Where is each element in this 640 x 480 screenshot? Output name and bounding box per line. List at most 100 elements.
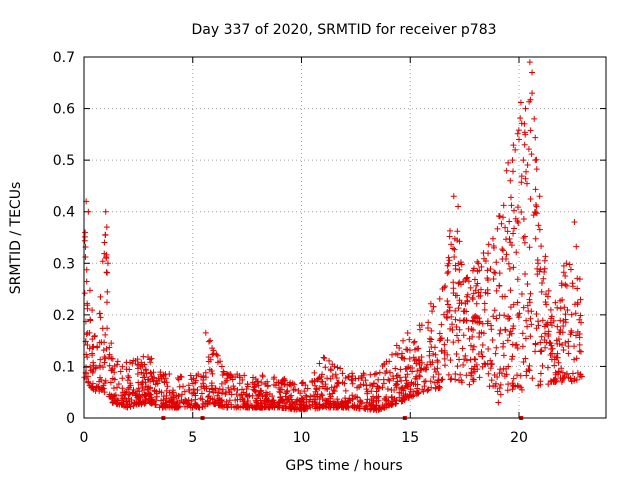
data-point <box>371 371 378 378</box>
data-point <box>555 369 562 376</box>
data-point <box>362 403 369 410</box>
data-point <box>129 390 136 397</box>
data-point <box>576 341 583 348</box>
data-point <box>576 316 583 323</box>
data-point <box>527 96 534 103</box>
data-point <box>432 351 439 358</box>
data-point <box>514 372 521 379</box>
data-point <box>465 278 472 285</box>
data-point <box>557 327 564 334</box>
data-point <box>158 389 165 396</box>
data-point <box>507 304 514 311</box>
data-point <box>426 348 433 355</box>
data-point <box>535 222 542 229</box>
data-point <box>415 345 422 352</box>
data-point <box>129 360 136 367</box>
data-point <box>450 193 457 200</box>
data-point <box>440 311 447 318</box>
data-point <box>141 361 148 368</box>
data-point <box>508 202 515 209</box>
data-point <box>100 347 107 354</box>
data-point <box>547 306 554 313</box>
data-point <box>517 99 524 106</box>
data-point <box>187 372 194 379</box>
data-point <box>497 327 504 334</box>
data-point <box>538 347 545 354</box>
data-point <box>416 359 423 366</box>
data-point <box>456 266 463 273</box>
data-point <box>549 345 556 352</box>
data-point <box>497 381 504 388</box>
data-point <box>485 250 492 257</box>
data-point <box>529 69 536 76</box>
data-point <box>521 141 528 148</box>
data-point <box>406 347 413 354</box>
data-point <box>521 233 528 240</box>
data-point <box>496 312 503 319</box>
data-point <box>577 312 584 319</box>
data-point <box>145 390 152 397</box>
data-point <box>145 354 152 361</box>
data-point <box>373 388 380 395</box>
data-point <box>514 299 521 306</box>
data-point <box>232 397 239 404</box>
plot-frame <box>83 56 607 419</box>
data-point <box>119 363 126 370</box>
data-point <box>444 298 451 305</box>
data-point <box>119 385 126 392</box>
data-point <box>461 317 468 324</box>
data-point <box>541 265 548 272</box>
data-point <box>114 358 121 365</box>
data-point <box>466 381 473 388</box>
data-point <box>494 225 501 232</box>
data-point <box>455 280 462 287</box>
data-point <box>398 386 405 393</box>
data-point <box>206 388 213 395</box>
data-point <box>446 257 453 264</box>
data-point <box>573 355 580 362</box>
data-point <box>319 392 326 399</box>
data-point <box>103 269 110 276</box>
data-point <box>524 323 531 330</box>
data-point <box>202 329 209 336</box>
data-point <box>488 326 495 333</box>
data-point <box>90 359 97 366</box>
data-point <box>371 380 378 387</box>
data-point <box>571 356 578 363</box>
data-point <box>470 327 477 334</box>
data-point <box>218 380 225 387</box>
data-point <box>138 369 145 376</box>
data-point <box>145 376 152 383</box>
data-point <box>512 146 519 153</box>
data-point <box>484 267 491 274</box>
data-point <box>470 290 477 297</box>
data-point <box>343 403 350 410</box>
data-point <box>500 214 507 221</box>
data-point <box>428 336 435 343</box>
data-point <box>515 314 522 321</box>
data-point <box>550 317 557 324</box>
data-point <box>478 329 485 336</box>
data-point <box>84 373 91 380</box>
data-point <box>311 382 318 389</box>
data-point <box>275 384 282 391</box>
data-point <box>152 401 159 408</box>
data-point <box>532 341 539 348</box>
data-point <box>452 371 459 378</box>
data-point <box>488 377 495 384</box>
data-point <box>542 253 549 260</box>
data-point <box>405 381 412 388</box>
data-point <box>444 262 451 269</box>
data-point <box>447 357 454 364</box>
data-point <box>222 391 229 398</box>
data-point <box>106 362 113 369</box>
data-point <box>194 387 201 394</box>
data-point <box>535 382 542 389</box>
data-point <box>327 366 334 373</box>
data-point <box>523 368 530 375</box>
data-point <box>554 323 561 330</box>
data-point <box>537 378 544 385</box>
data-point <box>327 393 334 400</box>
data-point <box>508 330 515 337</box>
data-point <box>414 368 421 375</box>
